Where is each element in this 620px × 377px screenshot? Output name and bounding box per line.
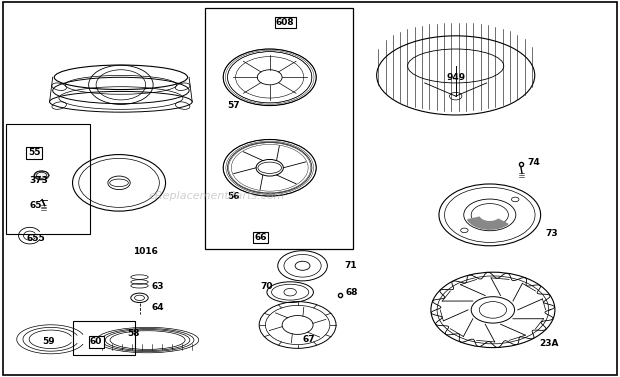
Text: 65: 65 — [30, 201, 42, 210]
Text: 68: 68 — [346, 288, 358, 297]
Text: 64: 64 — [152, 303, 164, 312]
Ellipse shape — [408, 49, 503, 83]
Text: 57: 57 — [227, 101, 239, 110]
Text: 1016: 1016 — [133, 247, 158, 256]
Text: 23A: 23A — [539, 339, 559, 348]
Text: 655: 655 — [26, 234, 45, 243]
Text: eReplacementParts.com: eReplacementParts.com — [149, 191, 285, 201]
Text: 70: 70 — [260, 282, 273, 291]
Text: 67: 67 — [303, 335, 315, 344]
Text: 55: 55 — [28, 148, 40, 157]
Circle shape — [34, 171, 49, 180]
Bar — [205, 8, 353, 249]
Text: 71: 71 — [344, 261, 356, 270]
Text: 59: 59 — [42, 337, 55, 346]
Bar — [73, 321, 135, 355]
Text: 608: 608 — [276, 18, 294, 27]
Text: 73: 73 — [546, 229, 558, 238]
Text: 63: 63 — [152, 282, 164, 291]
Text: 74: 74 — [527, 158, 540, 167]
Text: 60: 60 — [90, 337, 102, 346]
Text: 58: 58 — [127, 329, 140, 338]
Text: 56: 56 — [227, 192, 239, 201]
Bar — [6, 124, 90, 234]
Text: 949: 949 — [446, 73, 466, 82]
Wedge shape — [467, 217, 508, 229]
Text: 66: 66 — [254, 233, 267, 242]
Text: 373: 373 — [30, 176, 48, 185]
